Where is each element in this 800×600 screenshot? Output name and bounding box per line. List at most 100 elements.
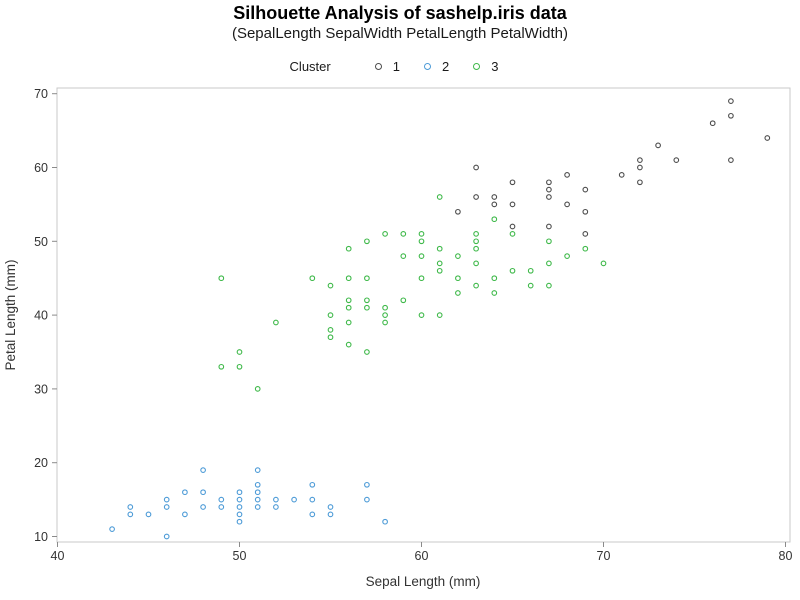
data-point — [309, 275, 316, 282]
data-point — [764, 135, 771, 141]
data-point — [345, 319, 352, 326]
data-point — [491, 290, 498, 296]
data-point — [200, 504, 206, 510]
legend-entry-label: 3 — [491, 58, 499, 74]
data-point — [218, 496, 225, 503]
data-point — [436, 260, 443, 267]
legend: Cluster 1 2 3 — [0, 57, 800, 75]
data-point — [273, 319, 279, 326]
data-point — [473, 164, 479, 171]
data-point — [455, 275, 461, 282]
data-point — [236, 489, 243, 496]
data-point — [418, 238, 425, 245]
data-point — [400, 297, 407, 304]
data-point — [273, 504, 279, 510]
legend-entry-cluster-2: 2 — [423, 58, 450, 74]
data-point — [382, 304, 388, 311]
legend-entry-label: 2 — [441, 58, 450, 74]
data-point — [455, 253, 461, 259]
data-point — [546, 194, 552, 200]
data-point — [473, 282, 479, 289]
data-point — [200, 467, 206, 473]
data-point — [309, 496, 316, 503]
data-point — [564, 172, 570, 178]
y-tick-label: 20 — [34, 456, 48, 470]
data-point — [546, 282, 552, 289]
x-tick-label: 60 — [415, 549, 429, 563]
data-point — [364, 275, 370, 282]
cluster-1-marker-icon — [374, 62, 382, 70]
data-point — [582, 245, 589, 252]
data-point — [491, 201, 498, 208]
data-point — [418, 312, 425, 318]
series-cluster-3 — [218, 194, 607, 392]
x-tick-label: 70 — [597, 549, 611, 563]
data-point — [364, 481, 370, 488]
data-point — [618, 172, 625, 178]
data-point — [345, 304, 352, 311]
data-point — [163, 504, 170, 510]
data-point — [582, 186, 589, 193]
series-cluster-1 — [455, 98, 771, 237]
data-point — [327, 327, 334, 333]
x-tick-label: 40 — [51, 549, 65, 563]
data-point — [236, 496, 243, 503]
legend-entry-cluster-3: 3 — [473, 59, 498, 74]
cluster-2-marker-icon — [423, 62, 431, 70]
data-point — [400, 231, 407, 237]
series-cluster-2 — [109, 467, 388, 540]
legend-title: Cluster — [289, 58, 331, 74]
data-point — [218, 504, 225, 510]
data-point — [473, 260, 479, 267]
data-point — [345, 245, 352, 252]
data-point — [436, 194, 443, 200]
data-point — [546, 238, 552, 245]
data-point — [345, 297, 352, 304]
data-point — [546, 223, 552, 230]
y-axis-title: Petal Length (mm) — [3, 259, 18, 370]
data-point — [327, 504, 334, 510]
data-point — [163, 496, 170, 503]
data-point — [309, 511, 316, 518]
data-point — [291, 496, 297, 503]
data-point — [309, 481, 316, 488]
data-point — [546, 186, 552, 193]
data-point — [327, 312, 334, 318]
y-tick-label: 10 — [34, 530, 48, 544]
data-point — [600, 260, 607, 267]
data-point — [254, 489, 261, 496]
data-point — [200, 489, 206, 496]
data-point — [163, 533, 170, 540]
data-point — [345, 275, 352, 282]
data-point — [509, 223, 516, 230]
data-point — [236, 349, 243, 355]
data-point — [364, 238, 370, 245]
data-point — [582, 231, 589, 237]
data-point — [491, 275, 498, 282]
data-point — [382, 312, 388, 318]
data-point — [436, 245, 443, 252]
data-point — [509, 179, 516, 186]
data-point — [236, 504, 243, 510]
data-point — [109, 526, 115, 532]
chart-title: Silhouette Analysis of sashelp.iris data — [233, 3, 567, 23]
data-point — [182, 489, 188, 496]
data-point — [546, 260, 552, 267]
data-point — [436, 312, 443, 318]
y-tick-label: 60 — [34, 161, 48, 175]
data-point — [182, 511, 188, 518]
data-point — [254, 467, 261, 473]
data-point — [491, 194, 498, 200]
data-point — [527, 267, 534, 274]
data-point — [327, 334, 334, 341]
data-point — [127, 504, 134, 510]
data-point — [400, 253, 407, 259]
data-point — [473, 238, 479, 245]
data-point — [364, 349, 370, 355]
data-point — [564, 253, 570, 259]
data-point — [455, 290, 461, 296]
legend-entry-label: 1 — [392, 58, 400, 74]
legend-entry-cluster-1: 1 — [374, 58, 400, 74]
